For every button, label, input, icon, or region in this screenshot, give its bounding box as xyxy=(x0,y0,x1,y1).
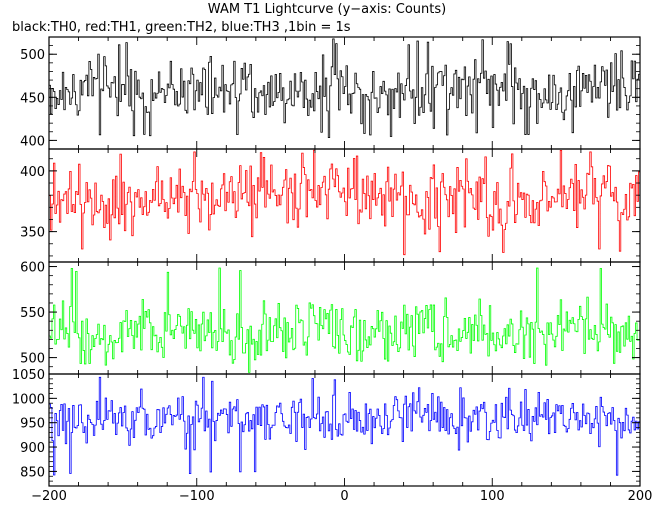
xtick-label: −100 xyxy=(179,489,215,504)
panel-frame-TH3 xyxy=(48,373,641,487)
ytick-label-TH3: 1000 xyxy=(12,392,45,407)
series-line-TH2 xyxy=(49,267,641,373)
chart-title: WAM T1 Lightcurve (y−axis: Counts) xyxy=(207,2,447,17)
ytick-label-TH0: 500 xyxy=(20,48,45,63)
ytick-label-TH3: 900 xyxy=(20,441,45,456)
xtick-label: 0 xyxy=(340,489,348,504)
chart-subtitle: black:TH0, red:TH1, green:TH2, blue:TH3 … xyxy=(12,20,351,35)
panel-TH3: 850 900 950 1000 1050 xyxy=(12,368,641,487)
ytick-label-TH3: 850 xyxy=(20,465,45,480)
panel-frame-TH2 xyxy=(48,261,641,375)
panel-TH1: 350 400 xyxy=(20,148,641,263)
panel-TH2: 500 550 600 xyxy=(20,261,641,375)
xtick-label: 100 xyxy=(480,489,505,504)
ytick-label-TH3: 1050 xyxy=(12,368,45,383)
ytick-label-TH2: 550 xyxy=(20,306,45,321)
ytick-label-TH1: 400 xyxy=(20,165,45,180)
series-line-TH0 xyxy=(49,38,641,139)
panels-group: 400 450 500 350 400 500 550 600 850 900 950 1000 105… xyxy=(12,36,641,487)
xtick-label: 200 xyxy=(628,489,653,504)
x-axis: −200 −100 0 100 200 xyxy=(31,489,652,504)
ytick-label-TH3: 950 xyxy=(20,417,45,432)
panel-TH0: 400 450 500 xyxy=(20,36,641,150)
ytick-label-TH2: 500 xyxy=(20,352,45,367)
ytick-label-TH0: 400 xyxy=(20,134,45,149)
xtick-label: −200 xyxy=(31,489,67,504)
series-line-TH1 xyxy=(49,149,641,256)
ytick-label-TH1: 350 xyxy=(20,226,45,241)
ytick-label-TH0: 450 xyxy=(20,91,45,106)
ytick-label-TH2: 600 xyxy=(20,261,45,276)
series-line-TH3 xyxy=(49,376,641,476)
